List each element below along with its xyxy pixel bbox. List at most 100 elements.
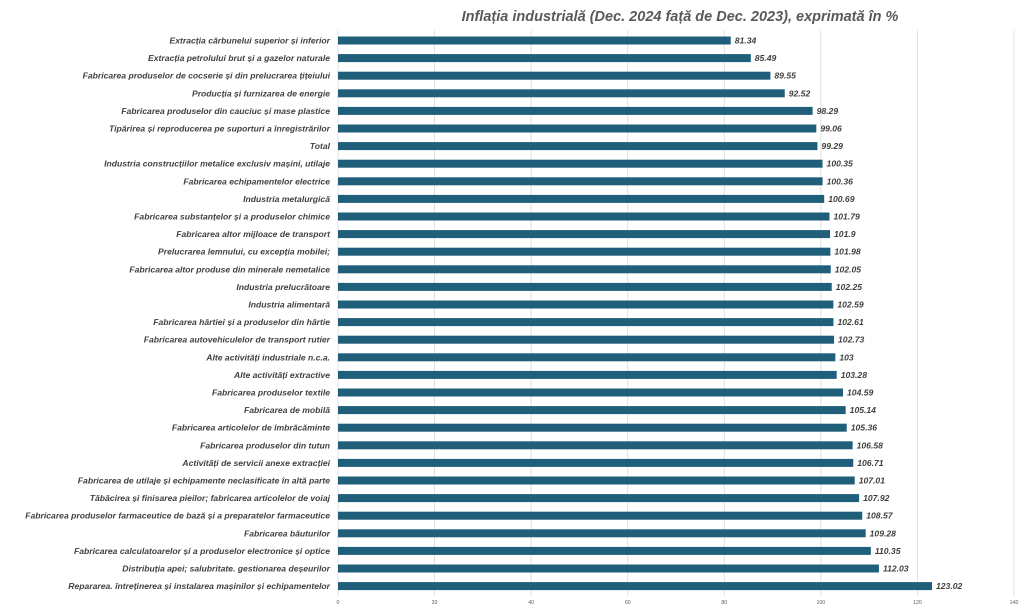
bar — [338, 54, 751, 63]
value-label: 102.59 — [837, 300, 864, 310]
bar — [338, 300, 834, 309]
x-tick-label: 80 — [721, 600, 727, 606]
bar — [338, 89, 785, 98]
bar — [338, 106, 813, 115]
bar — [338, 36, 731, 45]
value-label: 102.61 — [837, 317, 864, 327]
category-labels: Extracția cărbunelui superior și inferio… — [25, 36, 331, 592]
bar — [338, 335, 835, 344]
category-label: Fabricarea produselor farmaceutice de ba… — [25, 511, 330, 521]
bar — [338, 564, 879, 573]
value-label: 108.57 — [866, 511, 894, 521]
category-label: Fabricarea băuturilor — [244, 528, 331, 538]
category-label: Total — [310, 141, 331, 151]
category-label: Fabricarea produselor din tutun — [200, 440, 330, 450]
category-label: Fabricarea hârtiei și a produselor din h… — [153, 317, 330, 327]
x-tick-label: 100 — [817, 600, 826, 606]
category-label: Fabricarea produselor din cauciuc și mas… — [121, 106, 330, 116]
bar — [338, 212, 830, 221]
x-tick-label: 140 — [1010, 600, 1019, 606]
bar — [338, 353, 836, 362]
category-label: Tipărirea și reproducerea pe suporturi a… — [109, 124, 331, 134]
value-label: 101.79 — [834, 212, 861, 222]
x-tick-label: 60 — [625, 600, 631, 606]
value-label: 105.14 — [850, 405, 877, 415]
bar — [338, 511, 863, 520]
value-label: 104.59 — [847, 388, 874, 398]
value-label: 102.25 — [836, 282, 863, 292]
bar — [338, 159, 823, 168]
x-tick-label: 120 — [913, 600, 922, 606]
bar — [338, 230, 831, 239]
bar — [338, 423, 847, 432]
bars — [338, 36, 933, 591]
bar — [338, 142, 818, 151]
category-label: Fabricarea echipamentelor electrice — [183, 176, 330, 186]
gridlines — [337, 30, 1015, 597]
value-label: 98.29 — [817, 106, 839, 116]
value-label: 109.28 — [870, 528, 897, 538]
bar — [338, 441, 853, 450]
value-label: 103 — [839, 352, 854, 362]
category-label: Fabricarea altor mijloace de transport — [176, 229, 331, 239]
value-labels: 81.34 85.49 89.55 92.52 98.29 99.06 99.29 100.3… — [735, 36, 963, 592]
value-label: 100.35 — [827, 159, 854, 169]
value-label: 102.73 — [838, 335, 865, 345]
bar — [338, 282, 832, 291]
x-axis-ticks: 0 20 40 60 80 100 120 140 — [337, 600, 1019, 606]
bar — [338, 546, 871, 555]
bar — [338, 406, 846, 415]
category-label: Fabricarea produselor de cocserie și din… — [83, 71, 331, 81]
bar — [338, 177, 823, 186]
value-label: 81.34 — [735, 36, 757, 46]
value-label: 101.9 — [834, 229, 856, 239]
value-label: 107.01 — [859, 476, 886, 486]
category-label: Fabricarea de mobilă — [244, 405, 330, 415]
value-label: 110.35 — [875, 546, 901, 556]
category-label: Alte activități extractive — [233, 370, 330, 380]
bar — [338, 582, 933, 591]
category-label: Fabricarea produselor textile — [212, 388, 330, 398]
category-label: Fabricarea de utilaje și echipamente nec… — [78, 476, 330, 486]
value-label: 102.05 — [835, 264, 862, 274]
x-tick-label: 0 — [337, 600, 340, 606]
value-label: 106.71 — [857, 458, 884, 468]
value-label: 99.29 — [821, 141, 843, 151]
category-label: Producția și furnizarea de energie — [192, 88, 330, 98]
category-label: Repararea. întreținerea și instalarea ma… — [68, 581, 330, 591]
value-label: 107.92 — [863, 493, 890, 503]
category-label: Industria construcțiilor metalice exclus… — [104, 159, 330, 169]
category-label: Tăbăcirea și finisarea pieilor; fabricar… — [90, 493, 331, 503]
value-label: 103.28 — [841, 370, 868, 380]
category-label: Industria prelucrătoare — [236, 282, 330, 292]
bar — [338, 458, 854, 467]
category-label: Fabricarea autovehiculelor de transport … — [144, 335, 331, 345]
bar — [338, 388, 844, 397]
x-tick-label: 40 — [528, 600, 534, 606]
chart-title: Inflația industrială (Dec. 2024 față de … — [462, 9, 899, 25]
category-label: Fabricarea calculatoarelor și a produsel… — [74, 546, 330, 556]
bar — [338, 529, 866, 538]
value-label: 106.58 — [857, 440, 884, 450]
x-tick-label: 20 — [432, 600, 438, 606]
bar — [338, 318, 834, 327]
value-label: 112.03 — [883, 564, 909, 574]
bar — [338, 247, 831, 256]
category-label: Extracția cărbunelui superior și inferio… — [170, 36, 331, 46]
bar — [338, 370, 837, 379]
bar — [338, 71, 771, 80]
category-label: Fabricarea altor produse din minerale ne… — [129, 264, 330, 274]
value-label: 100.36 — [827, 176, 854, 186]
category-label: Industria alimentară — [248, 300, 330, 310]
value-label: 100.69 — [828, 194, 855, 204]
value-label: 101.98 — [834, 247, 861, 257]
category-label: Fabricarea articolelor de îmbrăcăminte — [172, 423, 330, 433]
category-label: Extracția petrolului brut și a gazelor n… — [148, 53, 330, 63]
category-label: Distribuția apei; salubritate. gestionar… — [122, 564, 330, 574]
bar — [338, 494, 860, 503]
bar — [338, 476, 855, 485]
bar — [338, 194, 825, 203]
bar — [338, 265, 831, 274]
value-label: 99.06 — [820, 124, 842, 134]
